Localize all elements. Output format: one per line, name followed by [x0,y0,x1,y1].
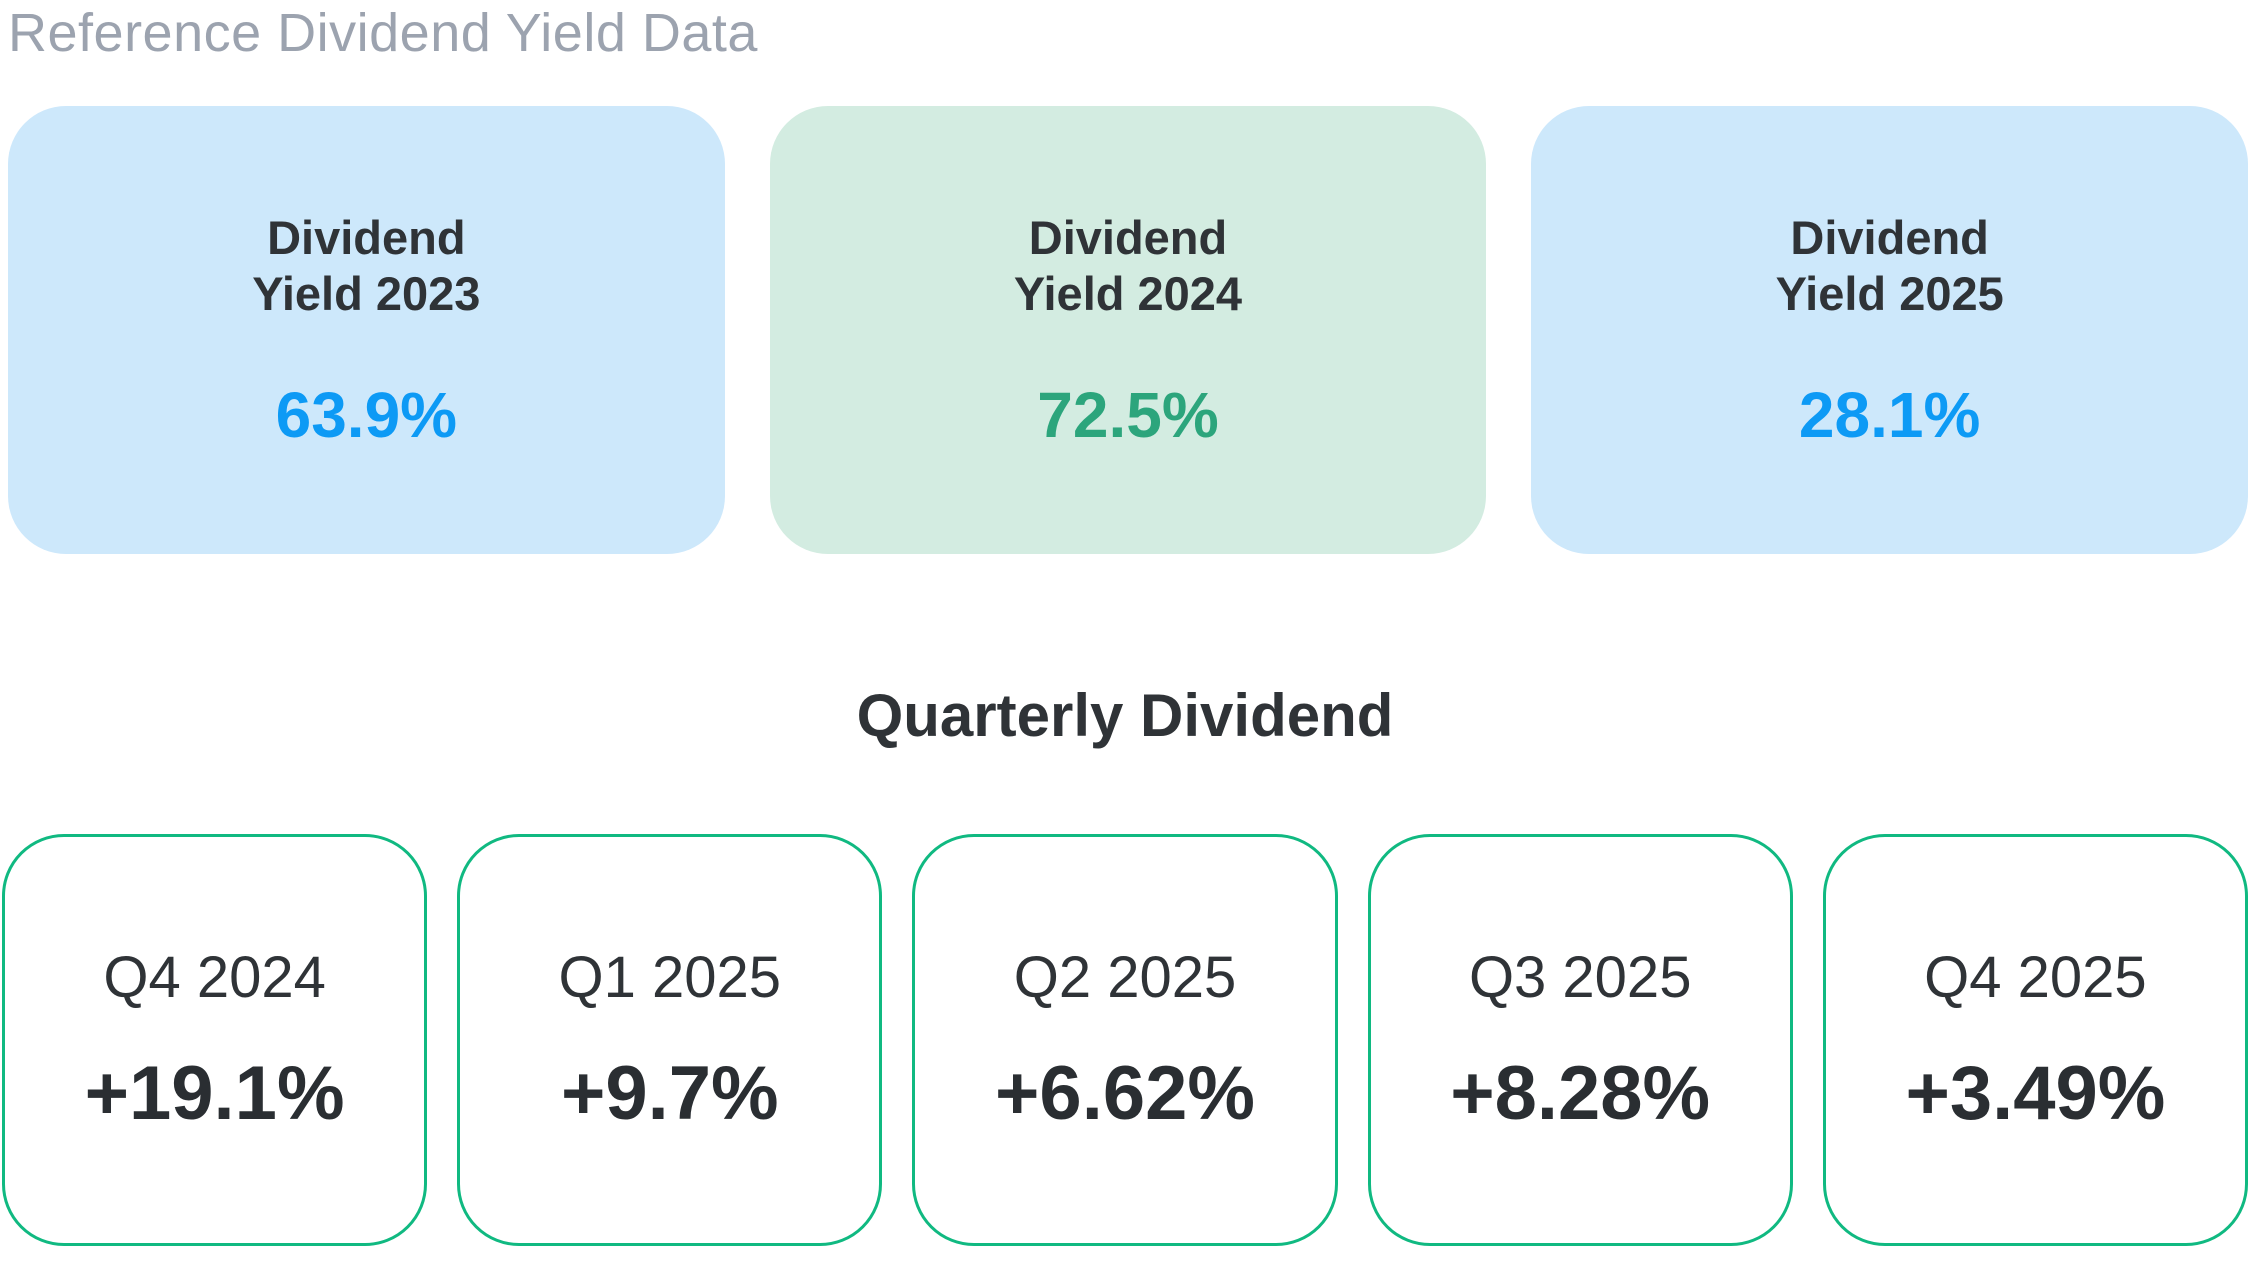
yield-card-value: 72.5% [1037,379,1219,451]
yield-card-label: Dividend Yield 2024 [1013,211,1243,320]
yield-card-label: Dividend Yield 2025 [1775,211,2004,320]
quarter-card-value: +19.1% [84,1051,345,1136]
quarter-card-value: +6.62% [995,1051,1255,1136]
quarter-card-value: +3.49% [1905,1051,2166,1136]
quarter-card-q3-2025: Q3 2025 +8.28% [1367,834,1793,1246]
yield-card-2025: Dividend Yield 2025 28.1% [1531,106,2248,554]
yield-card-label: Dividend Yield 2023 [252,211,481,320]
quarterly-cards-row: Q4 2024 +19.1% Q1 2025 +9.7% Q2 2025 +6.… [0,834,2250,1246]
quarter-card-value: +8.28% [1450,1051,1711,1136]
quarter-card-label: Q2 2025 [1013,945,1237,1010]
quarter-card-label: Q4 2025 [1924,945,2147,1010]
yield-cards-row: Dividend Yield 2023 63.9% Dividend Yield… [0,106,2250,554]
quarter-card-label: Q1 2025 [558,945,782,1010]
yield-card-2024: Dividend Yield 2024 72.5% [769,106,1487,554]
yield-card-value: 63.9% [275,379,458,451]
page-title: Reference Dividend Yield Data [8,3,758,63]
yield-card-value: 28.1% [1798,379,1981,451]
quarter-card-value: +9.7% [560,1051,779,1136]
quarter-card-q4-2024: Q4 2024 +19.1% [2,834,428,1246]
quarter-card-q2-2025: Q2 2025 +6.62% [912,834,1338,1246]
yield-card-2023: Dividend Yield 2023 63.9% [8,106,725,554]
quarter-card-q1-2025: Q1 2025 +9.7% [457,834,883,1246]
quarter-card-label: Q3 2025 [1468,945,1692,1010]
quarterly-dividend-heading: Quarterly Dividend [856,682,1394,749]
quarter-card-q4-2025: Q4 2025 +3.49% [1822,834,2248,1246]
quarter-card-label: Q4 2024 [103,945,326,1010]
